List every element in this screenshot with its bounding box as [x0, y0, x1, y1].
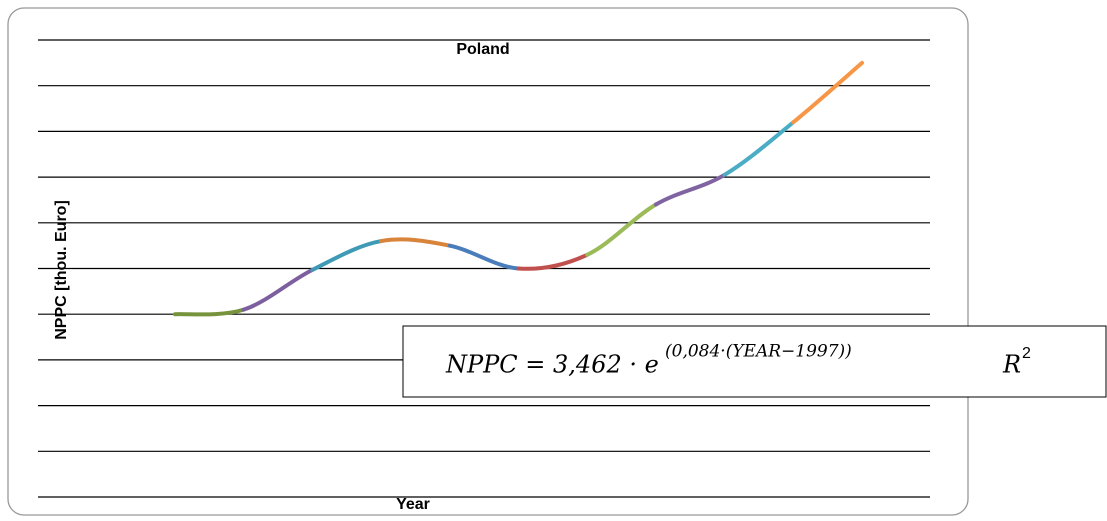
line-segment	[447, 243, 521, 271]
line-segment	[516, 252, 590, 271]
line-segment	[379, 237, 452, 248]
grid	[38, 39, 930, 498]
r-squared: R	[1002, 351, 1021, 379]
plot	[173, 60, 864, 317]
r-squared-exp: 2	[1022, 345, 1031, 362]
equation-box	[402, 325, 1107, 398]
line-segment	[241, 267, 315, 312]
line-segment	[722, 120, 796, 177]
chart-title: Poland	[456, 41, 509, 58]
line-segment	[173, 307, 246, 317]
line-segment	[791, 60, 864, 125]
equation-exponent: (0,084·(YEAR−1997))	[665, 342, 852, 362]
line-segment	[310, 239, 384, 272]
y-axis-label: NPPC [thou. Euro]	[53, 200, 70, 340]
line-segment	[653, 172, 727, 207]
x-axis-label: Year	[396, 496, 430, 513]
line-segment	[585, 202, 658, 257]
equation: NPPC = 3,462 · e	[445, 351, 659, 379]
